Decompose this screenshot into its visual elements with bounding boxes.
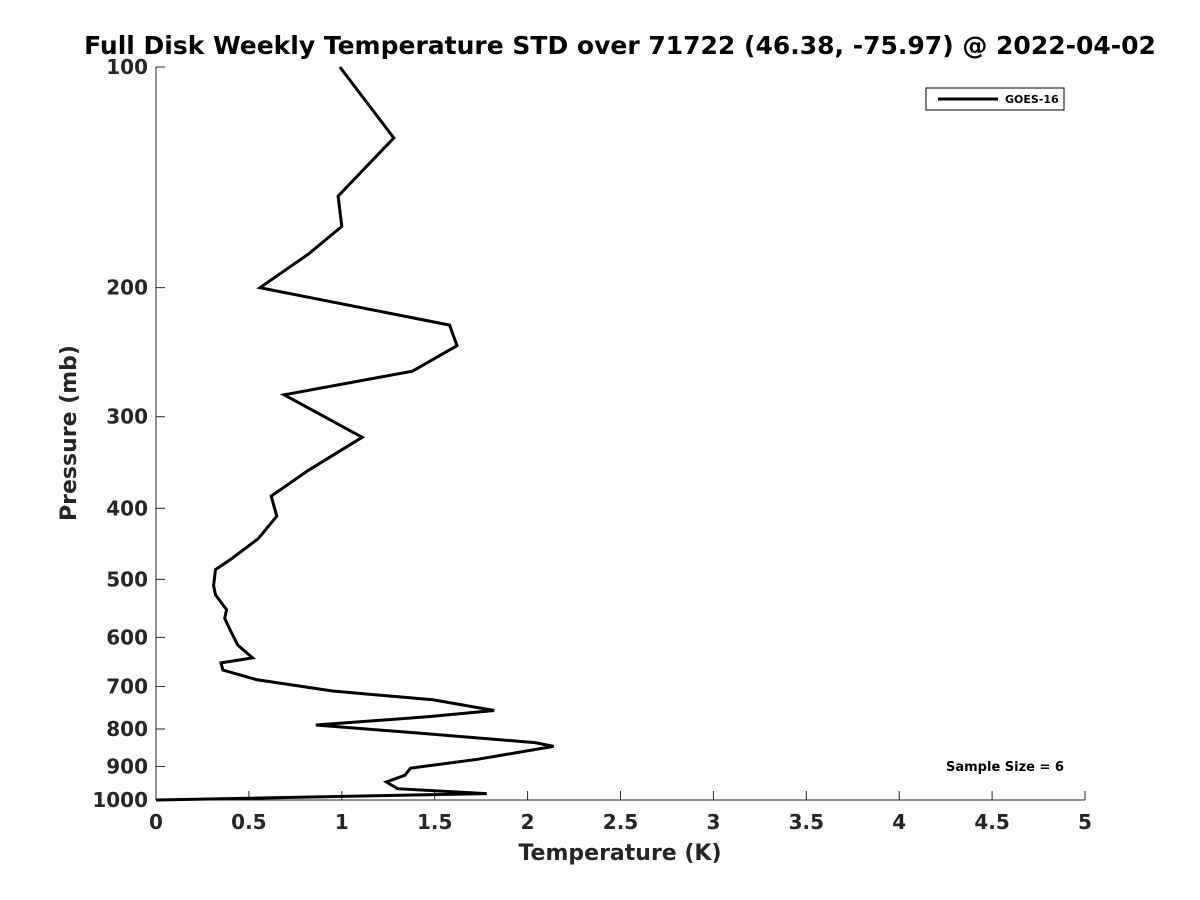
axes: 0 0.5 1 1.5 2 2.5 3 3.5 4 4.5 5 100 200 300 400 500 600 7…: [92, 55, 1092, 834]
x-tick-label: 1: [335, 810, 349, 834]
x-tick-label: 5: [1078, 810, 1092, 834]
y-tick-label: 800: [106, 717, 148, 741]
x-tick-label: 0: [149, 810, 163, 834]
y-tick-label: 300: [106, 405, 148, 429]
y-tick-label: 600: [106, 625, 148, 649]
x-tick-label: 4.5: [974, 810, 1009, 834]
x-tick-label: 4: [892, 810, 906, 834]
legend-label: GOES-16: [1005, 93, 1059, 106]
x-tick-label: 0.5: [231, 810, 266, 834]
y-tick-label: 100: [106, 55, 148, 79]
y-axis-label: Pressure (mb): [57, 345, 82, 521]
chart-title: Full Disk Weekly Temperature STD over 71…: [84, 31, 1156, 60]
series-line-goes-16: [155, 66, 554, 802]
y-tick-label: 200: [106, 276, 148, 300]
x-tick-label: 3: [706, 810, 720, 834]
y-tick-label: 700: [106, 674, 148, 698]
y-tick-label: 400: [106, 496, 148, 520]
plot-area: [155, 66, 554, 802]
x-tick-label: 3.5: [789, 810, 824, 834]
x-axis-label: Temperature (K): [518, 841, 721, 866]
x-tick-label: 1.5: [417, 810, 452, 834]
legend: GOES-16: [925, 87, 1065, 111]
x-tick-label: 2.5: [603, 810, 638, 834]
y-tick-label: 900: [106, 754, 148, 778]
y-tick-label: 500: [106, 567, 148, 591]
y-tick-label: 1000: [92, 788, 148, 812]
x-tick-label: 2: [521, 810, 535, 834]
sample-size-annotation: Sample Size = 6: [946, 760, 1064, 775]
